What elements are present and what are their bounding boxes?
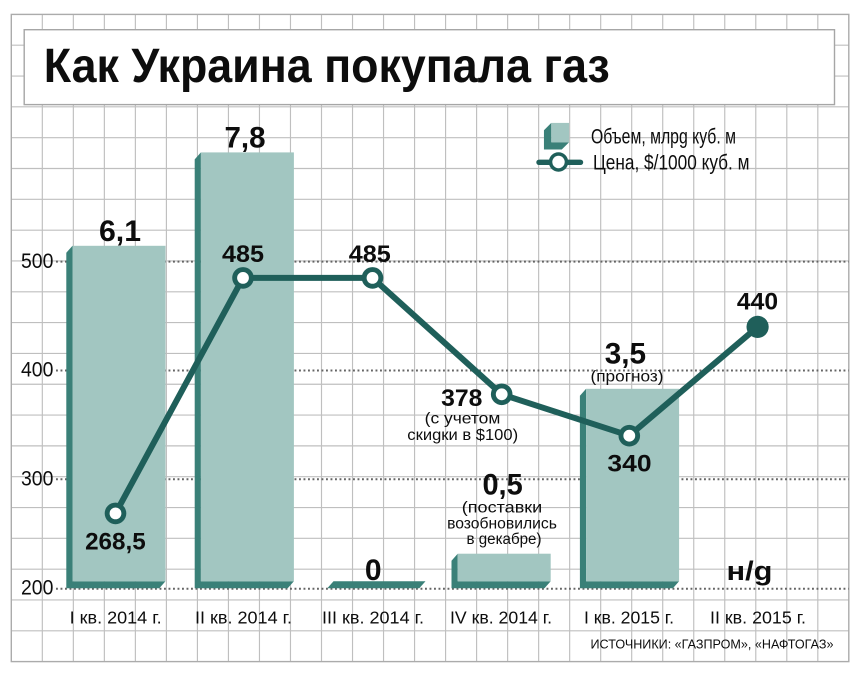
svg-text:скиgки в $100): скиgки в $100) <box>407 427 518 444</box>
svg-text:440: 440 <box>737 288 778 315</box>
svg-text:II кв. 2014 г.: II кв. 2014 г. <box>195 608 292 628</box>
svg-text:Цена, $/1000 куб. м: Цена, $/1000 куб. м <box>593 150 750 174</box>
svg-text:н/g: н/g <box>727 556 773 586</box>
svg-text:400: 400 <box>21 359 53 382</box>
svg-text:(поставки: (поставки <box>462 500 543 517</box>
svg-text:IV кв. 2014 г.: IV кв. 2014 г. <box>450 608 552 628</box>
svg-text:0: 0 <box>365 554 382 587</box>
svg-text:I кв. 2015 г.: I кв. 2015 г. <box>584 608 674 628</box>
svg-text:II кв. 2015 г.: II кв. 2015 г. <box>710 608 806 628</box>
svg-text:500: 500 <box>21 250 53 273</box>
svg-text:(с учетом: (с учетом <box>425 410 501 427</box>
svg-text:6,1: 6,1 <box>99 215 141 248</box>
svg-text:485: 485 <box>349 241 391 268</box>
svg-text:3,5: 3,5 <box>605 337 646 370</box>
svg-text:I кв. 2014 г.: I кв. 2014 г. <box>70 608 162 628</box>
svg-text:340: 340 <box>607 451 651 478</box>
svg-text:300: 300 <box>21 468 53 491</box>
svg-text:200: 200 <box>21 576 53 599</box>
svg-text:Как Украина покупала газ: Как Украина покупала газ <box>44 40 610 93</box>
svg-text:Объем, млрg куб. м: Объем, млрg куб. м <box>591 124 736 148</box>
svg-text:0,5: 0,5 <box>482 468 522 501</box>
svg-text:7,8: 7,8 <box>225 121 266 154</box>
svg-text:378: 378 <box>441 385 482 412</box>
svg-text:(прогноз): (прогноз) <box>591 369 664 386</box>
svg-text:ИСТОЧНИКИ: «ГАЗПРОМ», «НАФТОГА: ИСТОЧНИКИ: «ГАЗПРОМ», «НАФТОГАЗ» <box>591 637 834 652</box>
svg-text:в gекабре): в gекабре) <box>467 531 542 548</box>
svg-text:268,5: 268,5 <box>85 528 146 555</box>
svg-text:возобновились: возобновились <box>447 515 557 532</box>
svg-text:485: 485 <box>222 241 264 268</box>
svg-text:III кв. 2014 г.: III кв. 2014 г. <box>322 608 424 628</box>
